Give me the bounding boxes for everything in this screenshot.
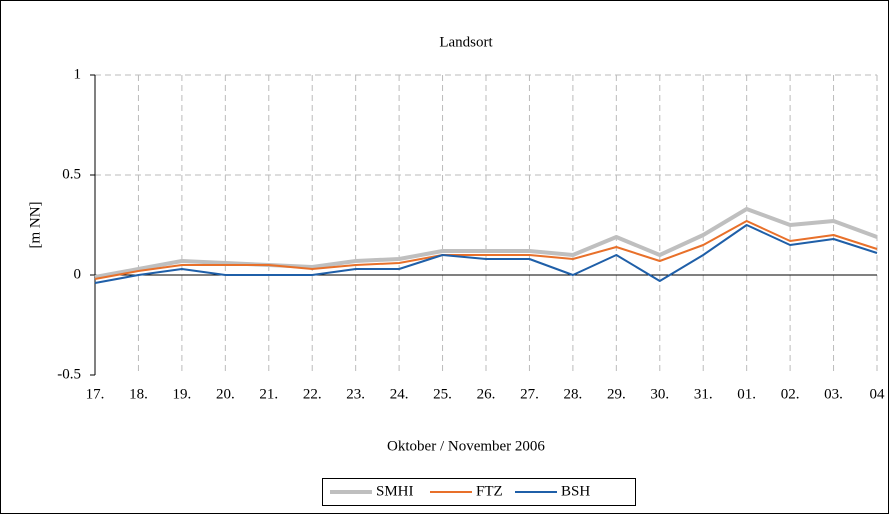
y-tick-label: 0	[74, 266, 82, 282]
chart-title: Landsort	[439, 34, 493, 50]
legend-label: FTZ	[476, 483, 503, 499]
x-tick-label: 30.	[650, 386, 669, 402]
series-line	[94, 220, 878, 280]
x-tick-label: 27.	[520, 386, 539, 402]
x-tick-label: 31.	[694, 386, 713, 402]
x-tick-label: 25.	[433, 386, 452, 402]
x-tick-label: 04	[870, 386, 886, 402]
x-tick-label: 28.	[564, 386, 583, 402]
legend-label: SMHI	[376, 483, 414, 499]
x-tick-label: 21.	[259, 386, 278, 402]
x-tick-label: 23.	[346, 386, 365, 402]
x-axis-title: Oktober / November 2006	[387, 438, 545, 454]
x-tick-label: 26.	[477, 386, 496, 402]
series-line	[94, 207, 878, 279]
x-tick-label: 22.	[303, 386, 322, 402]
x-tick-label: 17.	[86, 386, 105, 402]
series-line	[94, 224, 878, 284]
x-tick-label: 19.	[173, 386, 192, 402]
x-tick-label: 20.	[216, 386, 235, 402]
y-tick-label: 0.5	[62, 166, 81, 182]
x-tick-label: 29.	[607, 386, 626, 402]
x-tick-label: 24.	[390, 386, 409, 402]
x-tick-label: 18.	[129, 386, 148, 402]
x-tick-label: 03.	[824, 386, 843, 402]
y-tick-label: 1	[74, 66, 82, 82]
legend-label: BSH	[561, 483, 590, 499]
x-tick-label: 02.	[781, 386, 800, 402]
x-tick-label: 01.	[737, 386, 756, 402]
y-axis-title: [m NN]	[27, 201, 43, 248]
y-tick-label: -0.5	[57, 366, 81, 382]
legend-box	[322, 478, 636, 506]
